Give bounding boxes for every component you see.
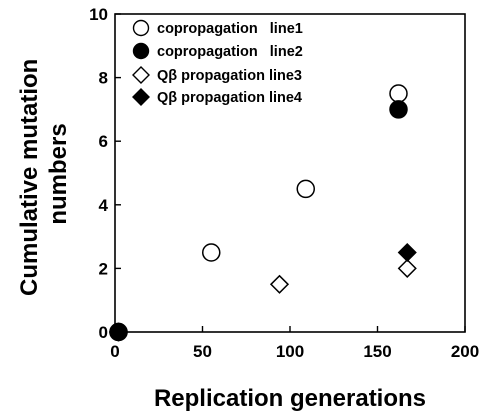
y-tick-label: 4: [99, 196, 109, 215]
x-tick-label: 150: [363, 342, 391, 361]
data-point-series-3: [397, 258, 417, 278]
x-axis-title: Replication generations: [154, 385, 426, 412]
data-points: [108, 84, 417, 342]
x-tick-label: 0: [110, 342, 119, 361]
x-tick-label: 200: [451, 342, 479, 361]
legend-label-line2: copropagation line2: [157, 44, 303, 60]
legend-label-line1: copropagation line1: [157, 21, 303, 37]
legend-label-line3: Qβ propagation line3: [157, 68, 302, 84]
x-tick-label: 100: [276, 342, 304, 361]
legend: copropagation line1 copropagation line2 …: [132, 19, 303, 106]
data-point-series-2: [389, 100, 408, 119]
legend-marker-circle-filled: [132, 42, 150, 60]
y-tick-label: 10: [89, 5, 108, 24]
data-point-series-1: [202, 243, 221, 262]
legend-marker-diamond-open: [132, 66, 150, 84]
data-point-series-4: [108, 322, 129, 342]
data-point-series-1: [296, 179, 315, 199]
y-tick-label: 8: [99, 69, 108, 88]
y-axis-title-line-2: numbers: [45, 123, 72, 224]
y-tick-label: 2: [99, 259, 108, 278]
data-point-series-3: [269, 274, 290, 294]
data-point-series-1: [389, 84, 408, 103]
x-tick-label: 50: [193, 342, 212, 361]
data-point-series-4: [397, 242, 417, 263]
plot-frame: [114, 13, 466, 333]
y-axis-title: Cumulative mutation numbers: [16, 52, 72, 296]
y-tick-label: 6: [99, 132, 108, 151]
legend-marker-diamond-filled: [132, 88, 150, 106]
y-axis-title-line-1: Cumulative mutation: [16, 59, 43, 296]
legend-label-line4: Qβ propagation line4: [157, 90, 302, 106]
y-tick-label: 0: [99, 323, 108, 342]
legend-marker-circle-open: [132, 19, 150, 37]
